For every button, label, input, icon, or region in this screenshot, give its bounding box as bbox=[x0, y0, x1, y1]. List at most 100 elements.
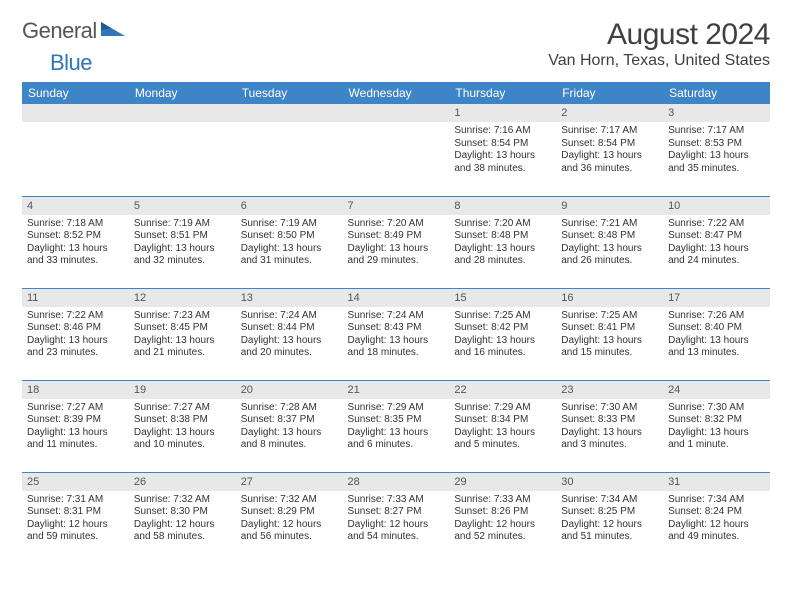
day-number bbox=[129, 104, 236, 122]
day-number: 31 bbox=[663, 473, 770, 491]
sunrise-text: Sunrise: 7:19 AM bbox=[241, 218, 338, 231]
sunrise-text: Sunrise: 7:25 AM bbox=[561, 310, 658, 323]
daylight-text: Daylight: 13 hours and 28 minutes. bbox=[454, 243, 551, 268]
daylight-text: Daylight: 13 hours and 31 minutes. bbox=[241, 243, 338, 268]
day-number: 20 bbox=[236, 381, 343, 399]
sunset-text: Sunset: 8:49 PM bbox=[348, 230, 445, 243]
day-cell: 23Sunrise: 7:30 AMSunset: 8:33 PMDayligh… bbox=[556, 380, 663, 472]
daylight-text: Daylight: 12 hours and 51 minutes. bbox=[561, 519, 658, 544]
sunset-text: Sunset: 8:33 PM bbox=[561, 414, 658, 427]
day-cell: 15Sunrise: 7:25 AMSunset: 8:42 PMDayligh… bbox=[449, 288, 556, 380]
col-monday: Monday bbox=[129, 82, 236, 104]
sunrise-text: Sunrise: 7:18 AM bbox=[27, 218, 124, 231]
calendar-head: Sunday Monday Tuesday Wednesday Thursday… bbox=[22, 82, 770, 104]
daylight-text: Daylight: 13 hours and 29 minutes. bbox=[348, 243, 445, 268]
sunset-text: Sunset: 8:39 PM bbox=[27, 414, 124, 427]
day-details: Sunrise: 7:19 AMSunset: 8:51 PMDaylight:… bbox=[129, 215, 236, 270]
day-number: 7 bbox=[343, 197, 450, 215]
month-title: August 2024 bbox=[548, 18, 770, 52]
sunset-text: Sunset: 8:27 PM bbox=[348, 506, 445, 519]
sunset-text: Sunset: 8:26 PM bbox=[454, 506, 551, 519]
sunset-text: Sunset: 8:44 PM bbox=[241, 322, 338, 335]
day-details: Sunrise: 7:27 AMSunset: 8:38 PMDaylight:… bbox=[129, 399, 236, 454]
week-row: 18Sunrise: 7:27 AMSunset: 8:39 PMDayligh… bbox=[22, 380, 770, 472]
col-sunday: Sunday bbox=[22, 82, 129, 104]
day-cell: 9Sunrise: 7:21 AMSunset: 8:48 PMDaylight… bbox=[556, 196, 663, 288]
day-number: 30 bbox=[556, 473, 663, 491]
sunrise-text: Sunrise: 7:16 AM bbox=[454, 125, 551, 138]
daylight-text: Daylight: 12 hours and 49 minutes. bbox=[668, 519, 765, 544]
day-cell: 24Sunrise: 7:30 AMSunset: 8:32 PMDayligh… bbox=[663, 380, 770, 472]
col-tuesday: Tuesday bbox=[236, 82, 343, 104]
day-cell bbox=[129, 104, 236, 196]
day-cell: 27Sunrise: 7:32 AMSunset: 8:29 PMDayligh… bbox=[236, 472, 343, 564]
day-details: Sunrise: 7:29 AMSunset: 8:34 PMDaylight:… bbox=[449, 399, 556, 454]
sunset-text: Sunset: 8:35 PM bbox=[348, 414, 445, 427]
day-cell bbox=[236, 104, 343, 196]
daylight-text: Daylight: 12 hours and 54 minutes. bbox=[348, 519, 445, 544]
day-cell: 30Sunrise: 7:34 AMSunset: 8:25 PMDayligh… bbox=[556, 472, 663, 564]
daylight-text: Daylight: 13 hours and 10 minutes. bbox=[134, 427, 231, 452]
week-row: 1 Sunrise: 7:16 AM Sunset: 8:54 PM Daylight… bbox=[22, 104, 770, 196]
sunset-text: Sunset: 8:43 PM bbox=[348, 322, 445, 335]
day-details: Sunrise: 7:27 AMSunset: 8:39 PMDaylight:… bbox=[22, 399, 129, 454]
day-cell: 4Sunrise: 7:18 AMSunset: 8:52 PMDaylight… bbox=[22, 196, 129, 288]
day-cell: 29Sunrise: 7:33 AMSunset: 8:26 PMDayligh… bbox=[449, 472, 556, 564]
week-row: 11Sunrise: 7:22 AMSunset: 8:46 PMDayligh… bbox=[22, 288, 770, 380]
daylight-text: Daylight: 13 hours and 8 minutes. bbox=[241, 427, 338, 452]
sunrise-text: Sunrise: 7:27 AM bbox=[134, 402, 231, 415]
calendar-page: General August 2024 Van Horn, Texas, Uni… bbox=[0, 0, 792, 574]
daylight-text: Daylight: 13 hours and 21 minutes. bbox=[134, 335, 231, 360]
sunrise-text: Sunrise: 7:30 AM bbox=[668, 402, 765, 415]
sunrise-text: Sunrise: 7:24 AM bbox=[241, 310, 338, 323]
sunset-text: Sunset: 8:54 PM bbox=[561, 138, 658, 151]
sunrise-text: Sunrise: 7:26 AM bbox=[668, 310, 765, 323]
day-cell: 7Sunrise: 7:20 AMSunset: 8:49 PMDaylight… bbox=[343, 196, 450, 288]
title-block: August 2024 Van Horn, Texas, United Stat… bbox=[548, 18, 770, 70]
daylight-text: Daylight: 13 hours and 23 minutes. bbox=[27, 335, 124, 360]
day-details: Sunrise: 7:22 AMSunset: 8:46 PMDaylight:… bbox=[22, 307, 129, 362]
day-number: 14 bbox=[343, 289, 450, 307]
sunrise-text: Sunrise: 7:22 AM bbox=[27, 310, 124, 323]
day-cell: 3Sunrise: 7:17 AMSunset: 8:53 PMDaylight… bbox=[663, 104, 770, 196]
day-number: 27 bbox=[236, 473, 343, 491]
day-cell: 16Sunrise: 7:25 AMSunset: 8:41 PMDayligh… bbox=[556, 288, 663, 380]
day-number: 28 bbox=[343, 473, 450, 491]
day-details: Sunrise: 7:19 AMSunset: 8:50 PMDaylight:… bbox=[236, 215, 343, 270]
daylight-text: Daylight: 13 hours and 38 minutes. bbox=[454, 150, 551, 175]
day-details: Sunrise: 7:25 AMSunset: 8:42 PMDaylight:… bbox=[449, 307, 556, 362]
day-details: Sunrise: 7:33 AMSunset: 8:26 PMDaylight:… bbox=[449, 491, 556, 546]
sunrise-text: Sunrise: 7:19 AM bbox=[134, 218, 231, 231]
day-details: Sunrise: 7:20 AMSunset: 8:49 PMDaylight:… bbox=[343, 215, 450, 270]
week-row: 25Sunrise: 7:31 AMSunset: 8:31 PMDayligh… bbox=[22, 472, 770, 564]
day-cell: 8Sunrise: 7:20 AMSunset: 8:48 PMDaylight… bbox=[449, 196, 556, 288]
sunset-text: Sunset: 8:32 PM bbox=[668, 414, 765, 427]
sunset-text: Sunset: 8:48 PM bbox=[454, 230, 551, 243]
day-number: 10 bbox=[663, 197, 770, 215]
sunrise-text: Sunrise: 7:17 AM bbox=[561, 125, 658, 138]
brand-part1: General bbox=[22, 18, 97, 44]
day-cell: 11Sunrise: 7:22 AMSunset: 8:46 PMDayligh… bbox=[22, 288, 129, 380]
sunset-text: Sunset: 8:50 PM bbox=[241, 230, 338, 243]
day-number: 16 bbox=[556, 289, 663, 307]
sunrise-text: Sunrise: 7:24 AM bbox=[348, 310, 445, 323]
sunset-text: Sunset: 8:48 PM bbox=[561, 230, 658, 243]
day-details: Sunrise: 7:32 AMSunset: 8:30 PMDaylight:… bbox=[129, 491, 236, 546]
logo-flag-icon bbox=[101, 18, 127, 44]
day-details: Sunrise: 7:17 AMSunset: 8:53 PMDaylight:… bbox=[663, 122, 770, 177]
brand-logo: General bbox=[22, 18, 129, 44]
day-details: Sunrise: 7:20 AMSunset: 8:48 PMDaylight:… bbox=[449, 215, 556, 270]
day-cell: 21Sunrise: 7:29 AMSunset: 8:35 PMDayligh… bbox=[343, 380, 450, 472]
sunrise-text: Sunrise: 7:32 AM bbox=[134, 494, 231, 507]
col-saturday: Saturday bbox=[663, 82, 770, 104]
day-cell: 12Sunrise: 7:23 AMSunset: 8:45 PMDayligh… bbox=[129, 288, 236, 380]
day-cell: 10Sunrise: 7:22 AMSunset: 8:47 PMDayligh… bbox=[663, 196, 770, 288]
day-details: Sunrise: 7:31 AMSunset: 8:31 PMDaylight:… bbox=[22, 491, 129, 546]
day-cell: 20Sunrise: 7:28 AMSunset: 8:37 PMDayligh… bbox=[236, 380, 343, 472]
daylight-text: Daylight: 12 hours and 56 minutes. bbox=[241, 519, 338, 544]
day-number: 1 bbox=[449, 104, 556, 122]
day-number: 23 bbox=[556, 381, 663, 399]
sunset-text: Sunset: 8:34 PM bbox=[454, 414, 551, 427]
day-details: Sunrise: 7:25 AMSunset: 8:41 PMDaylight:… bbox=[556, 307, 663, 362]
sunrise-text: Sunrise: 7:23 AM bbox=[134, 310, 231, 323]
